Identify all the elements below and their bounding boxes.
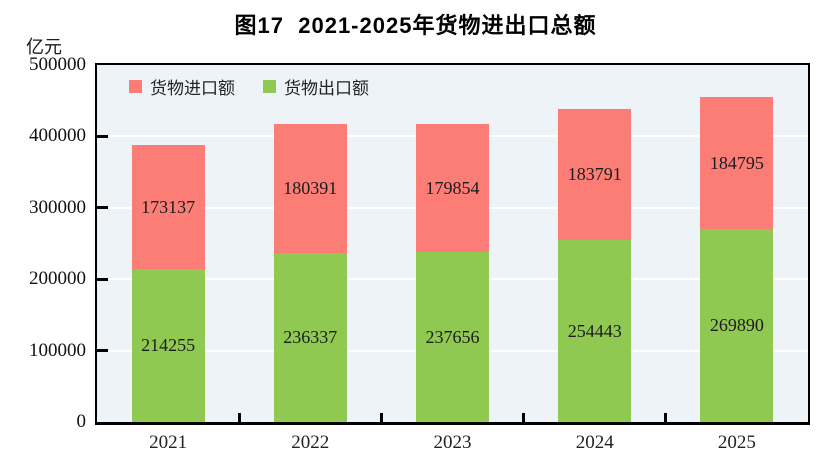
plot-inner: 214255 173137 236337 180391 237656 179854 2544…	[97, 65, 808, 422]
y-axis-label: 400000	[29, 125, 86, 147]
y-axis-tick	[97, 206, 108, 210]
bar-value-label: 214255	[141, 335, 196, 356]
x-axis-label: 2022	[291, 432, 330, 453]
chart-title: 图17 2021-2025年货物进出口总额	[234, 13, 597, 38]
legend: 货物进口额 货物出口额	[129, 74, 369, 99]
x-axis-label: 2021	[149, 432, 188, 453]
bar-segment-import: 173137	[131, 145, 205, 270]
bar-value-label: 237656	[425, 326, 480, 347]
bar-segment-import: 183791	[558, 109, 632, 241]
bar-value-label: 179854	[425, 177, 480, 198]
bar-value-label: 173137	[141, 196, 196, 217]
x-axis-label: 2024	[575, 432, 614, 453]
bar-value-label: 269890	[709, 315, 764, 336]
bar-segment-import: 179854	[416, 123, 489, 253]
y-axis-tick	[97, 134, 108, 138]
x-axis-tick	[522, 413, 526, 422]
y-axis-tick	[97, 349, 108, 353]
bar-segment-import: 184795	[700, 97, 774, 230]
y-axis-unit-label: 亿元	[26, 37, 62, 57]
x-axis-tick	[379, 413, 383, 422]
y-axis-label: 0	[76, 411, 87, 432]
x-axis-label: 2023	[433, 432, 472, 453]
bar-segment-import: 180391	[273, 124, 347, 254]
legend-item: 货物出口额	[263, 74, 369, 99]
y-axis-tick	[97, 277, 108, 281]
y-axis-label: 100000	[29, 339, 86, 361]
bar-value-label: 183791	[567, 164, 622, 185]
bar-segment-export: 214255	[131, 269, 205, 422]
y-axis-label: 500000	[29, 54, 86, 75]
y-axis-label: 300000	[29, 196, 86, 218]
legend-label: 货物出口额	[284, 79, 369, 98]
legend-item: 货物进口额	[129, 74, 235, 99]
x-axis-tick	[664, 413, 668, 422]
bar-segment-export: 269890	[700, 229, 774, 422]
bar-value-label: 184795	[709, 152, 764, 173]
legend-swatch	[263, 80, 276, 93]
bar-value-label: 236337	[283, 327, 338, 348]
plot-area: 214255 173137 236337 180391 237656 179854 2544…	[95, 63, 810, 425]
legend-swatch	[129, 80, 142, 93]
legend-label: 货物进口额	[150, 79, 235, 98]
y-axis-label: 200000	[29, 268, 86, 290]
x-axis-tick	[237, 413, 241, 422]
bar-segment-export: 236337	[273, 253, 347, 422]
bar-segment-export: 254443	[558, 240, 632, 422]
x-axis-label: 2025	[717, 432, 756, 453]
bar-value-label: 254443	[567, 320, 622, 341]
bar-segment-export: 237656	[416, 252, 489, 422]
bar-value-label: 180391	[283, 178, 338, 199]
